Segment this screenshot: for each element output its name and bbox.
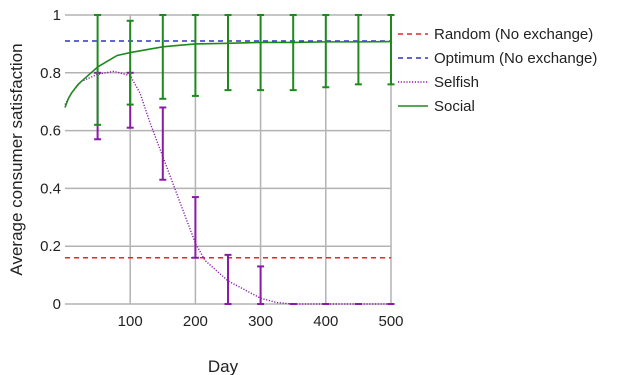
error-bar (94, 14, 102, 126)
legend: Random (No exchange) Optimum (No exchange… (398, 26, 597, 115)
error-bar (191, 196, 199, 259)
error-bar (126, 19, 134, 106)
legend-entry: Random (No exchange) (398, 26, 593, 43)
error-bar (354, 14, 362, 86)
error-bar (289, 14, 297, 92)
legend-entry: Optimum (No exchange) (398, 50, 597, 67)
legend-label: Social (434, 98, 475, 115)
y-tick-label: 0.6 (40, 123, 61, 140)
error-bar (159, 14, 167, 100)
legend-entry: Selfish (398, 74, 479, 91)
x-tick-label: 500 (378, 313, 403, 330)
legend-entry: Social (398, 98, 475, 115)
y-axis-label: Average consumer satisfaction (7, 43, 26, 275)
x-axis-label: Day (208, 357, 239, 375)
error-bar (224, 14, 232, 92)
x-tick-label: 300 (248, 313, 273, 330)
tick-labels: 100 200 300 400 500 0 0.2 0.4 0.6 0.8 1 (40, 7, 403, 330)
x-tick-label: 100 (118, 313, 143, 330)
y-tick-label: 0 (53, 296, 61, 313)
error-bar (191, 14, 199, 97)
error-bar (257, 265, 265, 305)
y-tick-label: 0.8 (40, 65, 61, 82)
error-bar (159, 106, 167, 181)
legend-label: Random (No exchange) (434, 26, 593, 43)
error-bar (257, 14, 265, 92)
legend-label: Selfish (434, 74, 479, 91)
y-tick-label: 0.4 (40, 180, 61, 197)
error-bar (322, 14, 330, 89)
y-tick-label: 1 (53, 7, 61, 24)
x-tick-label: 400 (313, 313, 338, 330)
error-bar (387, 14, 395, 86)
x-tick-label: 200 (183, 313, 208, 330)
y-tick-label: 0.2 (40, 238, 61, 255)
error-bar (224, 253, 232, 305)
error-bars (94, 14, 395, 305)
series-line-social (64, 40, 392, 108)
legend-label: Optimum (No exchange) (434, 50, 597, 67)
